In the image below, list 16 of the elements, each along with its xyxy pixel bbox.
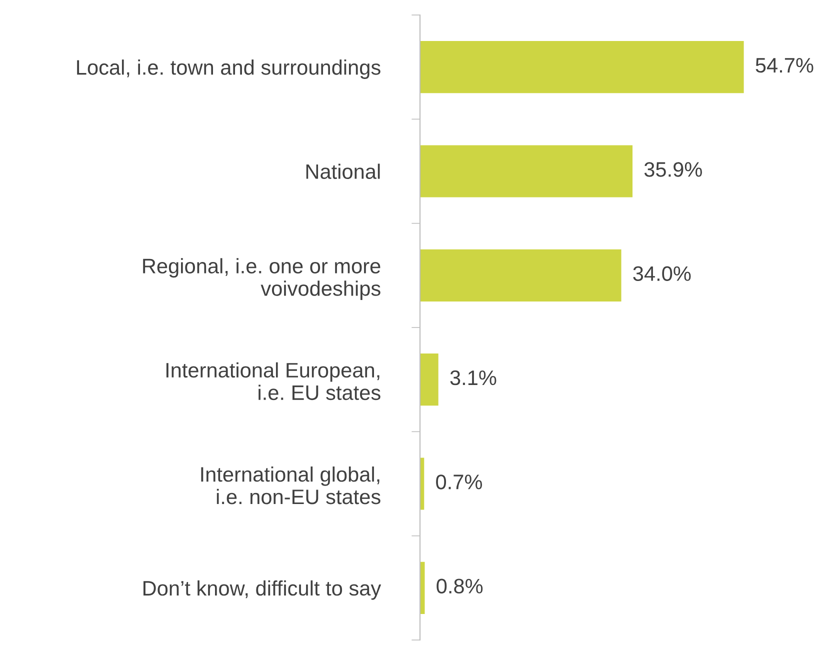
y-tick-label: International European, i.e. EU states [166, 362, 380, 400]
bar [420, 41, 744, 94]
bar [420, 354, 438, 406]
bar [420, 249, 622, 302]
y-tick-label: National [306, 164, 380, 180]
y-tick-label: International global, i.e. non-EU states [201, 466, 380, 504]
bar [420, 145, 633, 198]
data-label: 3.1% [450, 370, 496, 386]
y-tick-label: Local, i.e. town and surroundings [77, 60, 380, 79]
data-label: 0.7% [436, 474, 482, 490]
data-label: 54.7% [756, 58, 814, 73]
y-tick-label: Don’t know, difficult to say [143, 580, 382, 600]
data-label: 34.0% [633, 266, 691, 282]
y-tick-label: Regional, i.e. one or more voivodeships [143, 258, 380, 300]
data-label: 0.8% [436, 578, 483, 594]
data-label: 35.9% [644, 162, 702, 177]
